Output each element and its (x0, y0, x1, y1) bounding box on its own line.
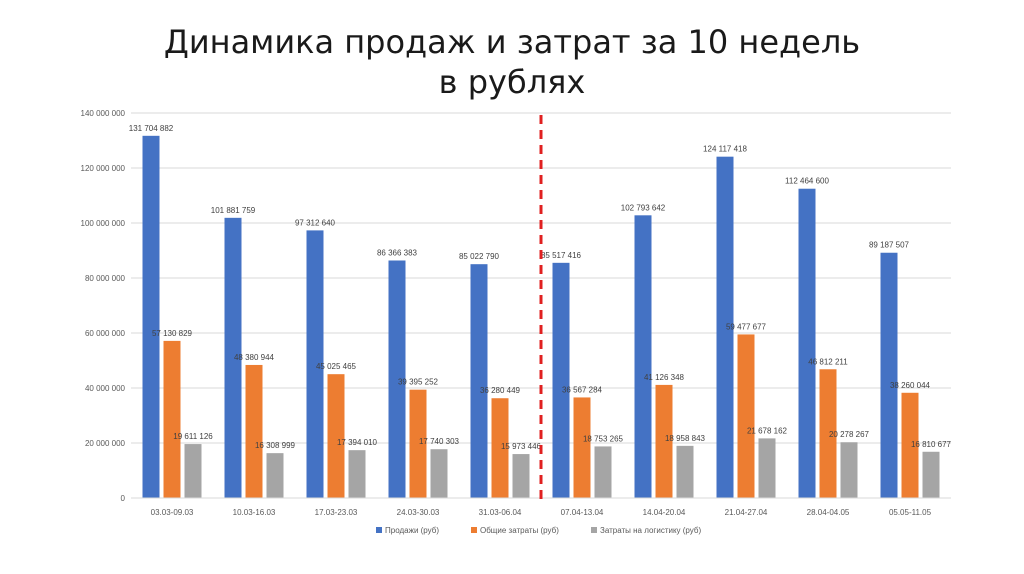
bar (224, 217, 242, 498)
bar (716, 156, 734, 498)
data-label: 86 366 383 (377, 248, 418, 257)
x-tick-label: 05.05-11.05 (889, 508, 932, 517)
x-tick-label: 24.03-30.03 (397, 508, 440, 517)
bar (901, 392, 919, 498)
bar (676, 445, 694, 498)
data-label: 48 380 944 (234, 353, 275, 362)
legend-swatch (471, 527, 477, 533)
y-tick-label: 60 000 000 (85, 329, 126, 338)
data-label: 101 881 759 (211, 206, 256, 215)
data-label: 36 567 284 (562, 385, 603, 394)
x-tick-label: 07.04-13.04 (561, 508, 604, 517)
bar (430, 449, 448, 498)
legend-item: Продажи (руб) (376, 526, 439, 535)
legend-item: Затраты на логистику (руб) (591, 526, 701, 535)
bar (245, 364, 263, 498)
bar (163, 340, 181, 498)
legend-label: Затраты на логистику (руб) (600, 526, 701, 535)
y-axis: 0 20 000 000 40 000 000 60 000 000 80 000 00… (81, 109, 126, 503)
legend-swatch (376, 527, 382, 533)
bar (634, 215, 652, 498)
bar (922, 451, 940, 498)
data-label: 19 611 126 (173, 432, 213, 441)
data-labels: 131 704 882 57 130 829 19 611 126 101 881 7… (129, 124, 952, 451)
y-tick-label: 140 000 000 (81, 109, 126, 118)
data-label: 18 753 265 (583, 434, 624, 443)
data-label: 20 278 267 (829, 430, 870, 439)
x-tick-label: 28.04-04.05 (807, 508, 850, 517)
data-label: 59 477 677 (726, 322, 767, 331)
bar (491, 398, 509, 498)
x-tick-label: 21.04-27.04 (725, 508, 768, 517)
data-label: 89 187 507 (869, 241, 910, 250)
y-tick-label: 80 000 000 (85, 274, 126, 283)
legend-label: Общие затраты (руб) (480, 526, 559, 535)
bar (573, 397, 591, 498)
x-tick-label: 10.03-16.03 (233, 508, 276, 517)
bar (348, 450, 366, 498)
x-tick-label: 14.04-20.04 (643, 508, 686, 517)
data-label: 17 394 010 (337, 438, 378, 447)
data-label: 112 464 600 (785, 177, 829, 186)
bar (819, 369, 837, 498)
data-label: 21 678 162 (747, 426, 788, 435)
y-tick-label: 120 000 000 (81, 164, 126, 173)
data-label: 124 117 418 (703, 145, 747, 154)
y-tick-label: 20 000 000 (85, 439, 126, 448)
data-label: 16 308 999 (255, 441, 296, 450)
data-label: 18 958 843 (665, 434, 706, 443)
bars (142, 135, 940, 498)
bar (409, 389, 427, 498)
bar (388, 260, 406, 498)
y-tick-label: 100 000 000 (81, 219, 126, 228)
bar (840, 442, 858, 498)
bar (798, 188, 816, 498)
x-axis: 03.03-09.03 10.03-16.03 17.03-23.03 24.03-3… (131, 497, 951, 517)
legend-swatch (591, 527, 597, 533)
legend: Продажи (руб) Общие затраты (руб) Затраты … (376, 526, 701, 535)
data-label: 38 260 044 (890, 381, 931, 390)
bar (880, 252, 898, 498)
x-tick-label: 03.03-09.03 (151, 508, 194, 517)
bar (655, 384, 673, 498)
data-label: 85 022 790 (459, 252, 500, 261)
data-label: 57 130 829 (152, 329, 193, 338)
data-label: 41 126 348 (644, 373, 685, 382)
y-tick-label: 40 000 000 (85, 384, 126, 393)
bar (266, 453, 284, 498)
legend-item: Общие затраты (руб) (471, 526, 559, 535)
data-label: 16 810 677 (911, 440, 952, 449)
legend-label: Продажи (руб) (385, 526, 439, 535)
bar (758, 438, 776, 498)
bar (470, 264, 488, 498)
data-label: 85 517 416 (541, 251, 582, 260)
data-label: 45 025 465 (316, 362, 357, 371)
x-tick-label: 31.03-06.04 (479, 508, 522, 517)
bar (142, 135, 160, 498)
data-label: 97 312 640 (295, 218, 336, 227)
bar (552, 262, 570, 498)
y-tick-label: 0 (121, 494, 126, 503)
bar (737, 334, 755, 498)
data-label: 131 704 882 (129, 124, 174, 133)
data-label: 46 812 211 (808, 357, 848, 366)
data-label: 36 280 449 (480, 386, 521, 395)
data-label: 15 973 446 (501, 442, 542, 451)
data-label: 39 395 252 (398, 378, 439, 387)
data-label: 102 793 642 (621, 203, 666, 212)
bar (512, 454, 530, 498)
bar (594, 446, 612, 498)
x-tick-label: 17.03-23.03 (315, 508, 358, 517)
bar (184, 444, 202, 498)
bar (327, 374, 345, 498)
chart-title: Динамика продаж и затрат за 10 недель в … (163, 23, 861, 101)
bar (306, 230, 324, 498)
data-label: 17 740 303 (419, 437, 460, 446)
